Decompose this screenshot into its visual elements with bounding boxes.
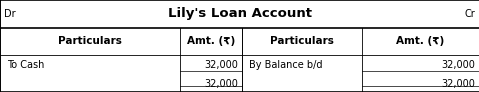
Text: Amt. (₹): Amt. (₹) <box>187 36 235 46</box>
Text: Dr: Dr <box>4 9 15 19</box>
Text: To Cash: To Cash <box>7 60 45 70</box>
Text: Particulars: Particulars <box>270 36 334 46</box>
Text: 32,000: 32,000 <box>441 60 475 70</box>
Text: By Balance b/d: By Balance b/d <box>249 60 322 70</box>
Text: Lily's Loan Account: Lily's Loan Account <box>168 7 311 20</box>
Text: Cr: Cr <box>465 9 475 19</box>
Text: Amt. (₹): Amt. (₹) <box>396 36 445 46</box>
Text: 32,000: 32,000 <box>204 79 238 89</box>
Text: 32,000: 32,000 <box>441 79 475 89</box>
Text: 32,000: 32,000 <box>204 60 238 70</box>
Text: Particulars: Particulars <box>58 36 122 46</box>
